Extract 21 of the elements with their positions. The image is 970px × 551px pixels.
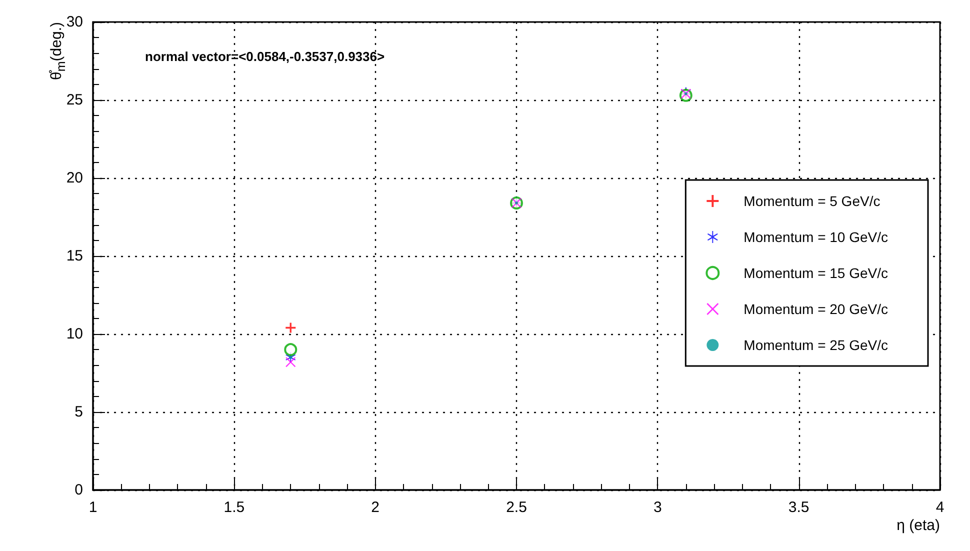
y-tick-label: 10 — [66, 326, 83, 342]
x-tick-label: 2 — [371, 499, 380, 516]
x-tick-label: 3.5 — [788, 499, 810, 516]
x-tick-label: 1 — [88, 499, 98, 516]
legend-label: Momentum = 20 GeV/c — [744, 301, 888, 317]
y-tick-label: 30 — [66, 14, 83, 30]
annotation: normal vector=<0.0584,-0.3537,0.9336> — [145, 49, 385, 64]
legend-label: Momentum = 25 GeV/c — [744, 337, 888, 353]
legend-label: Momentum = 15 GeV/c — [744, 265, 888, 281]
legend-label: Momentum = 5 GeV/c — [744, 193, 880, 209]
y-tick-label: 20 — [66, 170, 83, 186]
x-tick-label: 4 — [936, 499, 944, 516]
y-tick-label: 5 — [74, 404, 83, 420]
legend-label: Momentum = 10 GeV/c — [744, 229, 888, 245]
x-axis-title: η (eta) — [896, 517, 940, 534]
x-tick-label: 2.5 — [506, 499, 527, 516]
y-tick-label: 0 — [74, 482, 83, 498]
x-tick-label: 3 — [653, 499, 662, 516]
y-tick-label: 15 — [66, 248, 83, 264]
y-tick-label: 25 — [66, 92, 83, 108]
x-tick-label: 1.5 — [224, 499, 245, 516]
